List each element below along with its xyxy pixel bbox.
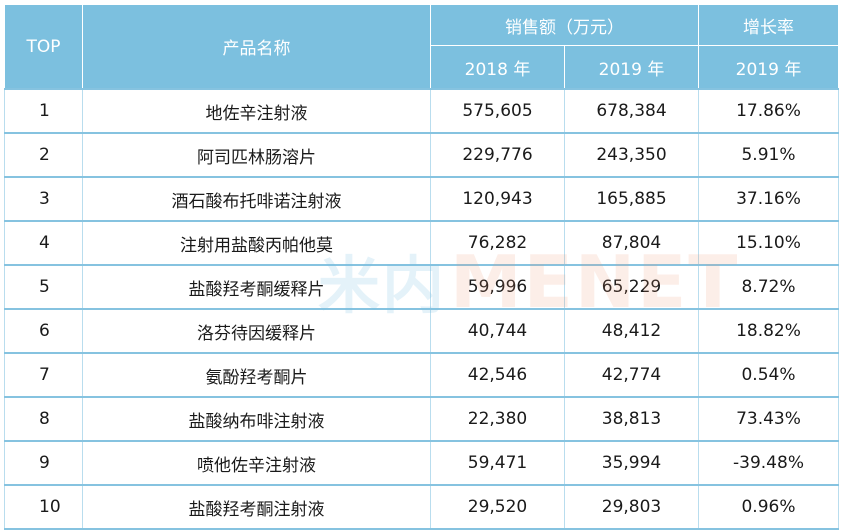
cell-sales-2018: 59,996 (430, 265, 565, 310)
cell-growth: 0.96% (698, 485, 839, 530)
header-product-name: 产品名称 (82, 4, 431, 90)
cell-sales-2018: 42,546 (430, 353, 565, 398)
cell-product: 洛芬待因缓释片 (82, 309, 431, 354)
cell-growth: -39.48% (698, 441, 839, 486)
header-rank: TOP (4, 4, 83, 90)
cell-sales-2018: 120,943 (430, 177, 565, 222)
cell-growth: 17.86% (698, 88, 839, 134)
cell-rank: 1 (4, 88, 83, 134)
table-row: 10 盐酸羟考酮注射液 29,520 29,803 0.96% (4, 485, 839, 530)
cell-product: 盐酸纳布啡注射液 (82, 397, 431, 442)
cell-rank: 6 (4, 309, 83, 354)
cell-sales-2019: 243,350 (564, 133, 699, 178)
table-row: 1 地佐辛注射液 575,605 678,384 17.86% (4, 88, 839, 134)
cell-product: 盐酸羟考酮注射液 (82, 485, 431, 530)
header-row-top: TOP 产品名称 销售额（万元） 增长率 (4, 4, 839, 90)
table-row: 2 阿司匹林肠溶片 229,776 243,350 5.91% (4, 133, 839, 178)
cell-product: 地佐辛注射液 (82, 88, 431, 134)
cell-sales-2018: 29,520 (430, 485, 565, 530)
cell-rank: 3 (4, 177, 83, 222)
cell-growth: 0.54% (698, 353, 839, 398)
cell-product: 喷他佐辛注射液 (82, 441, 431, 486)
cell-rank: 8 (4, 397, 83, 442)
header-row-bottom: 2018 年 2019 年 2019 年 (5, 45, 839, 90)
header-growth-2019: 2019 年 (698, 45, 839, 90)
cell-sales-2019: 42,774 (564, 353, 699, 398)
table-row: 3 酒石酸布托啡诺注射液 120,943 165,885 37.16% (4, 177, 839, 222)
table-row: 5 盐酸羟考酮缓释片 59,996 65,229 8.72% (4, 265, 839, 310)
cell-sales-2018: 229,776 (430, 133, 565, 178)
table-body: 1 地佐辛注射液 575,605 678,384 17.86% 2 阿司匹林肠溶… (4, 88, 839, 530)
header-sales-2018: 2018 年 (430, 45, 565, 90)
cell-sales-2019: 29,803 (564, 485, 699, 530)
cell-rank: 7 (4, 353, 83, 398)
cell-rank: 5 (4, 265, 83, 310)
sales-table-container: TOP 产品名称 销售额（万元） 增长率 2018 年 2019 年 2019 … (4, 4, 839, 530)
cell-sales-2019: 165,885 (564, 177, 699, 222)
cell-product: 盐酸羟考酮缓释片 (82, 265, 431, 310)
cell-sales-2018: 575,605 (430, 88, 565, 134)
cell-growth: 37.16% (698, 177, 839, 222)
table-row: 7 氨酚羟考酮片 42,546 42,774 0.54% (4, 353, 839, 398)
cell-sales-2018: 40,744 (430, 309, 565, 354)
cell-sales-2019: 87,804 (564, 221, 699, 266)
cell-sales-2019: 48,412 (564, 309, 699, 354)
cell-product: 阿司匹林肠溶片 (82, 133, 431, 178)
cell-growth: 73.43% (698, 397, 839, 442)
cell-rank: 9 (4, 441, 83, 486)
cell-product: 酒石酸布托啡诺注射液 (82, 177, 431, 222)
cell-sales-2018: 76,282 (430, 221, 565, 266)
cell-sales-2019: 35,994 (564, 441, 699, 486)
table-row: 9 喷他佐辛注射液 59,471 35,994 -39.48% (4, 441, 839, 486)
cell-sales-2019: 38,813 (564, 397, 699, 442)
cell-sales-2018: 59,471 (430, 441, 565, 486)
cell-rank: 4 (4, 221, 83, 266)
cell-rank: 10 (4, 485, 83, 530)
cell-sales-2019: 65,229 (564, 265, 699, 310)
cell-sales-2019: 678,384 (564, 88, 699, 134)
cell-growth: 18.82% (698, 309, 839, 354)
sales-ranking-table: TOP 产品名称 销售额（万元） 增长率 2018 年 2019 年 2019 … (4, 4, 839, 530)
cell-sales-2018: 22,380 (430, 397, 565, 442)
table-row: 6 洛芬待因缓释片 40,744 48,412 18.82% (4, 309, 839, 354)
table-row: 4 注射用盐酸丙帕他莫 76,282 87,804 15.10% (4, 221, 839, 266)
cell-rank: 2 (4, 133, 83, 178)
cell-product: 氨酚羟考酮片 (82, 353, 431, 398)
header-sales-group: 销售额（万元） (430, 4, 699, 46)
cell-growth: 8.72% (698, 265, 839, 310)
cell-product: 注射用盐酸丙帕他莫 (82, 221, 431, 266)
cell-growth: 5.91% (698, 133, 839, 178)
table-row: 8 盐酸纳布啡注射液 22,380 38,813 73.43% (4, 397, 839, 442)
cell-growth: 15.10% (698, 221, 839, 266)
table-header: TOP 产品名称 销售额（万元） 增长率 2018 年 2019 年 2019 … (4, 4, 839, 90)
header-sales-2019: 2019 年 (564, 45, 699, 90)
header-growth-group: 增长率 (698, 4, 839, 46)
